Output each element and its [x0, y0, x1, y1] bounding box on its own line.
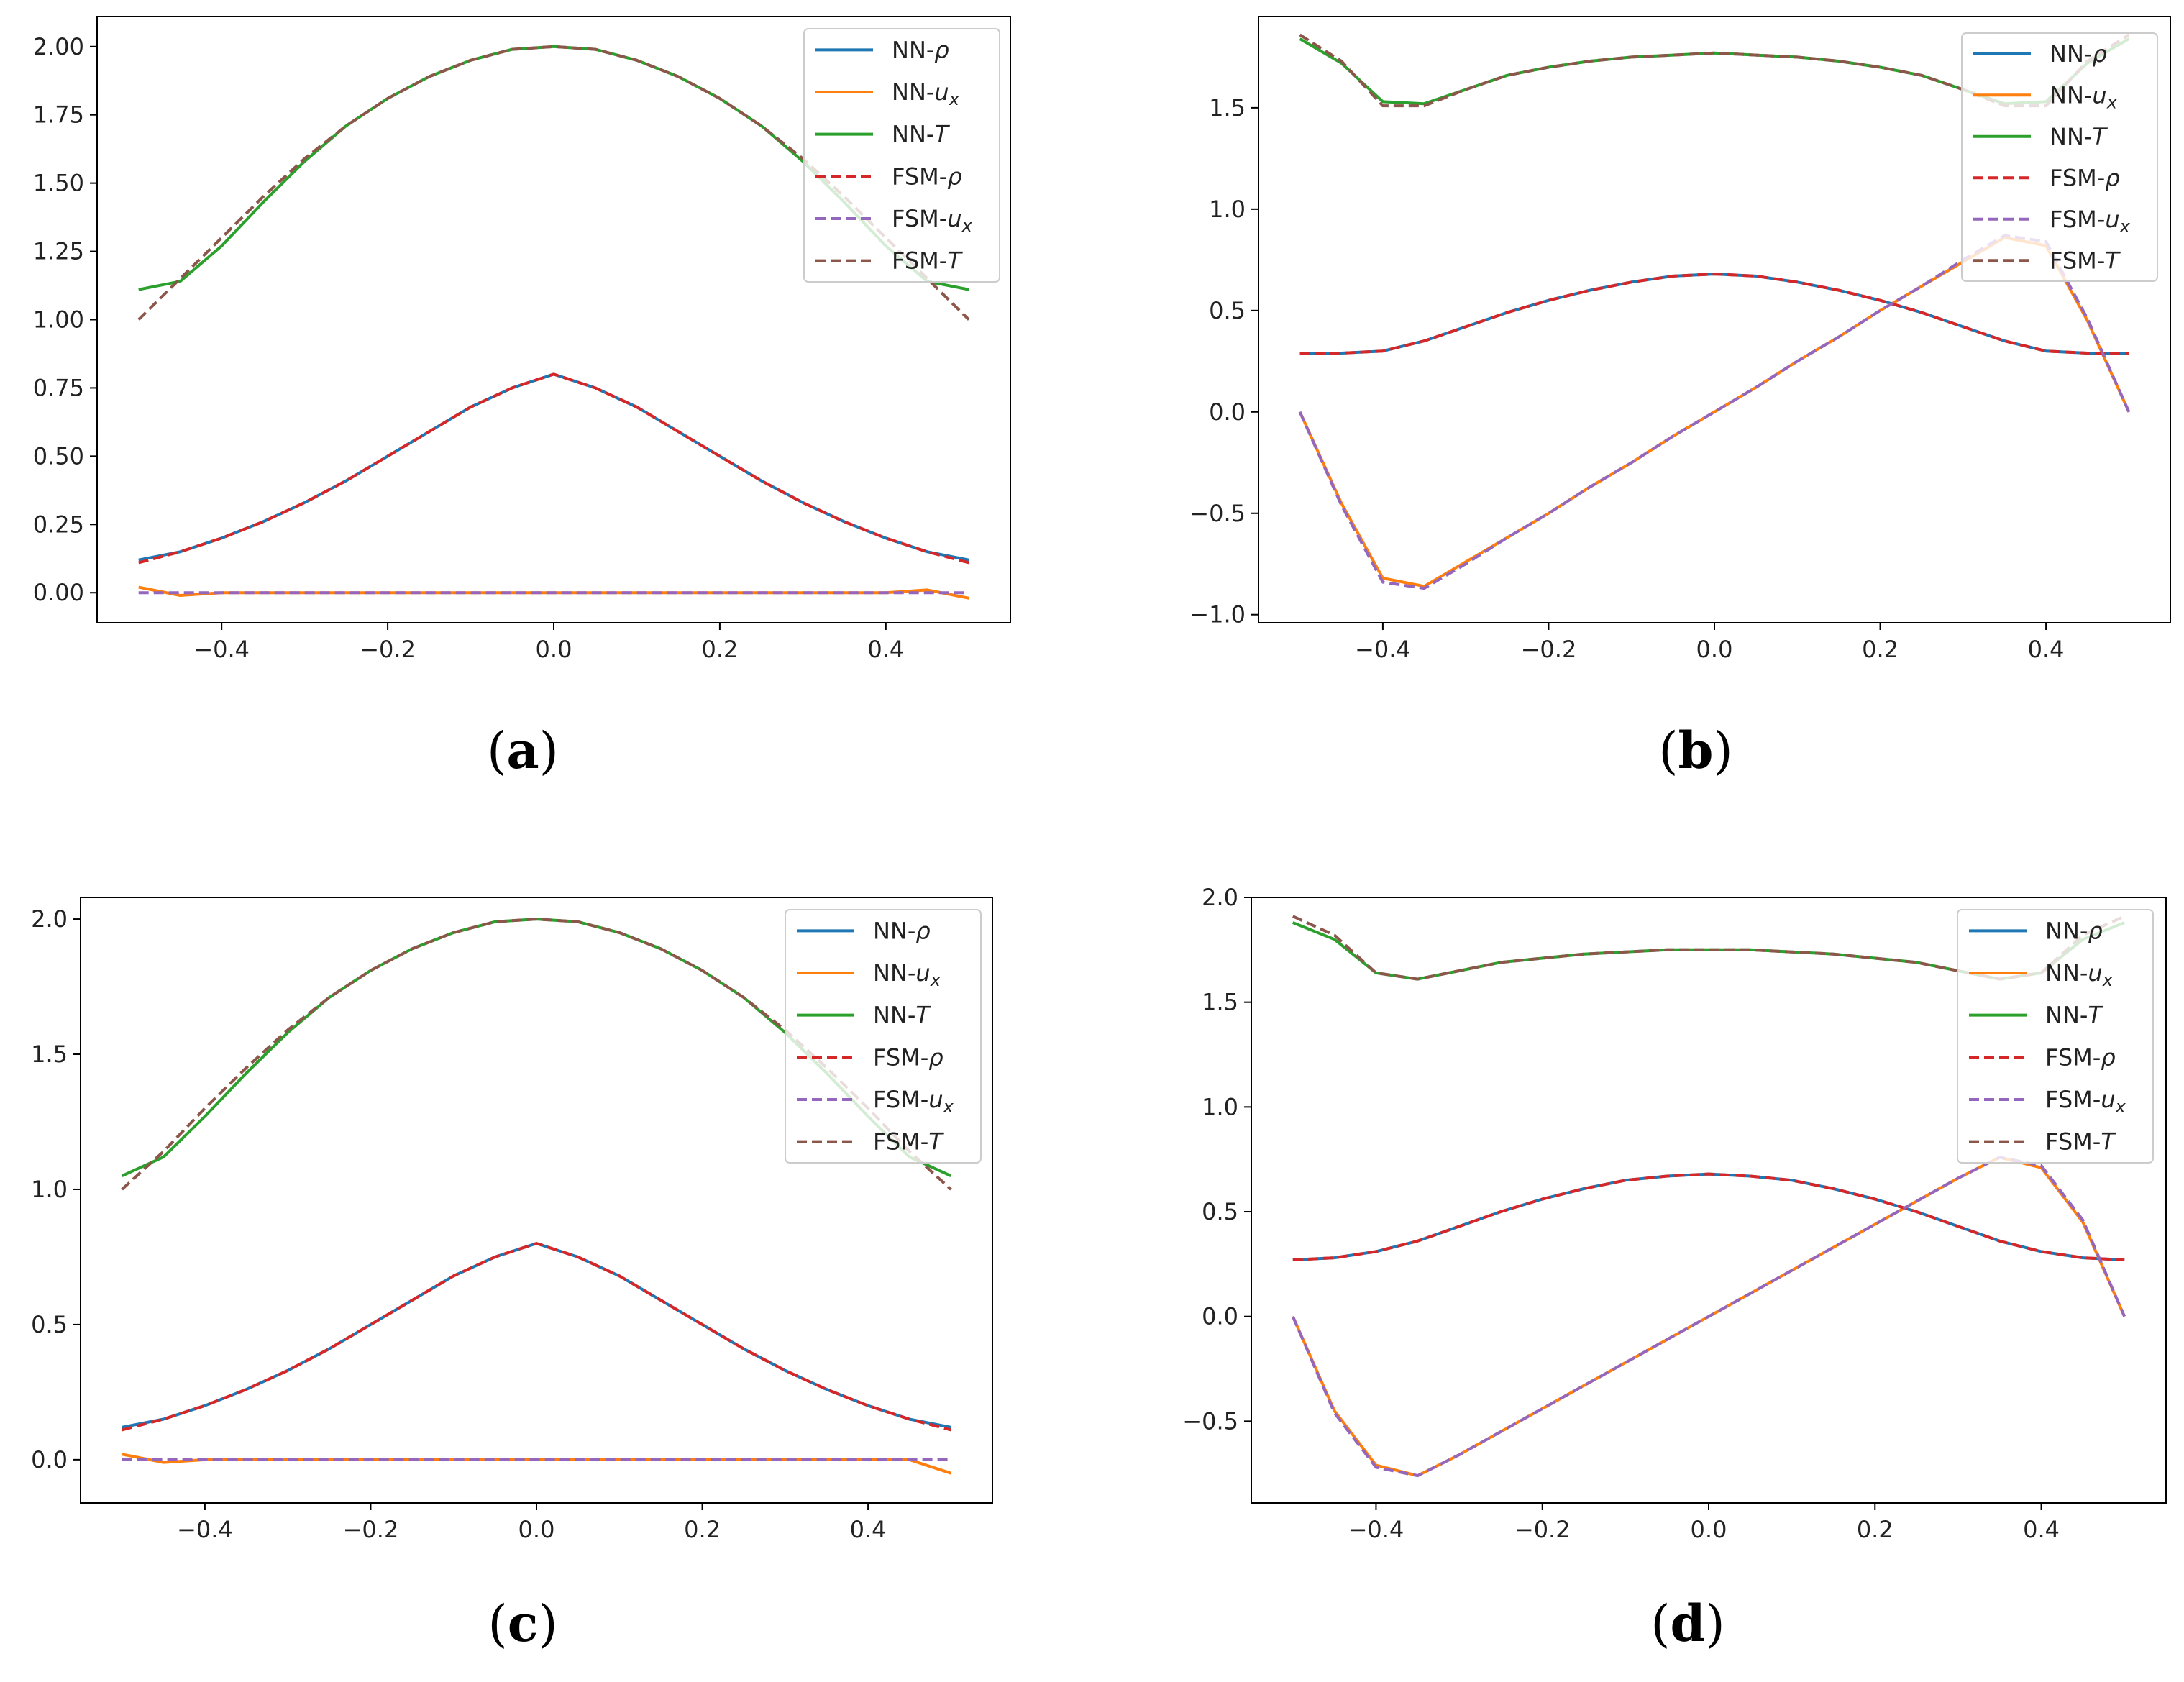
- legend-entry-label: FSM-T: [2050, 247, 2121, 274]
- panel-label: (d): [1650, 1594, 1725, 1653]
- x-tick-label: −0.4: [177, 1516, 233, 1543]
- legend-entry-label: FSM-T: [892, 247, 963, 275]
- legend-entry-label: NN-T: [892, 121, 950, 148]
- x-tick-label: −0.2: [343, 1516, 399, 1543]
- y-tick-label: 0.0: [31, 1446, 68, 1473]
- legend: NN-ρ NN-ux NN-T FSM-ρ FSM-ux FSM-T: [1957, 909, 2154, 1164]
- y-tick-label: 0.25: [33, 511, 84, 538]
- legend-entry-label: NN-ux: [892, 78, 960, 109]
- y-tick-label: 0.75: [33, 374, 84, 401]
- y-tick-label: 0.50: [33, 442, 84, 470]
- y-tick-label: 0.5: [1209, 297, 1246, 324]
- legend-entry-label: FSM-ρ: [2045, 1043, 2116, 1071]
- x-tick-label: 0.2: [684, 1516, 721, 1543]
- legend-entry-label: FSM-T: [2045, 1128, 2116, 1156]
- x-tick-label: 0.4: [2028, 636, 2065, 663]
- y-tick-label: 1.00: [33, 306, 84, 334]
- x-tick-label: 0.2: [1857, 1516, 1893, 1543]
- legend-entry-label: FSM-T: [873, 1128, 944, 1156]
- y-tick-label: 1.25: [33, 238, 84, 265]
- series-line-fsm-ux: [1291, 1156, 2126, 1478]
- series-line-nn-rho: [122, 1242, 951, 1429]
- panel-label: (b): [1658, 721, 1733, 780]
- legend-box: [1961, 32, 2158, 282]
- x-tick-label: 0.0: [1691, 1516, 1727, 1543]
- legend-entry-label: FSM-ux: [892, 205, 973, 236]
- legend-entry-label: FSM-ρ: [892, 163, 962, 190]
- chart-panel-c: −0.4 −0.2 0.0 0.2 0.4 0.0 0.5 1.0 1.5 2.0 NN-ρ NN-u…: [31, 897, 993, 1653]
- chart-panel-d: −0.4 −0.2 0.0 0.2 0.4 −0.5 0.0 0.5 1.0 1.5 2.0 NN-ρ…: [1182, 884, 2167, 1653]
- legend-box: [1957, 909, 2154, 1164]
- y-tick-label: 0.0: [1202, 1303, 1238, 1330]
- x-tick-label: 0.2: [701, 636, 738, 663]
- x-tick-label: −0.2: [360, 636, 416, 663]
- legend-entry-label: FSM-ρ: [2050, 164, 2120, 191]
- y-tick-label: 1.5: [1209, 94, 1246, 122]
- x-tick-label: −0.4: [193, 636, 250, 663]
- legend-entry-label: NN-T: [2050, 123, 2108, 150]
- series-line-fsm-rho: [138, 372, 969, 565]
- series-line-nn-ux: [122, 1453, 952, 1475]
- y-tick-label: 1.0: [31, 1176, 68, 1203]
- y-tick-label: 2.0: [1202, 884, 1238, 911]
- legend-entry-label: FSM-ux: [2050, 206, 2131, 237]
- y-tick-label: 1.75: [33, 101, 84, 129]
- legend-entry-label: FSM-ρ: [873, 1043, 943, 1071]
- x-tick-label: −0.4: [1355, 636, 1411, 663]
- legend-entry-label: FSM-ux: [873, 1086, 954, 1117]
- x-tick-label: 0.2: [1862, 636, 1899, 663]
- y-tick-label: 0.5: [1202, 1198, 1238, 1225]
- legend-entry-label: FSM-ux: [2045, 1086, 2126, 1117]
- legend: NN-ρ NN-ux NN-T FSM-ρ FSM-ux FSM-T: [1961, 32, 2158, 282]
- legend-entry-label: NN-T: [873, 1002, 931, 1029]
- series-line-fsm-rho: [1299, 273, 2129, 355]
- legend: NN-ρ NN-ux NN-T FSM-ρ FSM-ux FSM-T: [785, 909, 982, 1164]
- legend-entry-label: NN-T: [2045, 1002, 2103, 1029]
- x-tick-label: 0.4: [867, 636, 904, 663]
- x-tick-label: 0.0: [536, 636, 572, 663]
- y-tick-label: 2.00: [33, 33, 84, 60]
- chart-panel-b: −0.4 −0.2 0.0 0.2 0.4 −1.0 −0.5 0.0 0.5 1.0 1.5 NN-…: [1189, 16, 2171, 780]
- legend-entry-label: NN-ux: [2050, 81, 2118, 112]
- legend-entry-label: NN-ux: [2045, 959, 2114, 990]
- series-line-fsm-rho: [122, 1242, 951, 1432]
- legend-entry-label: NN-ρ: [2045, 917, 2103, 944]
- legend-box: [785, 909, 982, 1164]
- y-tick-label: 0.0: [1209, 398, 1246, 426]
- panel-label: (a): [487, 721, 559, 780]
- series-line-nn-ux: [1298, 236, 2131, 588]
- y-tick-label: 0.00: [33, 579, 84, 606]
- legend-box: [803, 28, 1000, 283]
- y-tick-label: −0.5: [1189, 500, 1246, 527]
- legend-entry-label: NN-ρ: [892, 36, 949, 63]
- legend: NN-ρ NN-ux NN-T FSM-ρ FSM-ux FSM-T: [803, 28, 1000, 283]
- legend-entry-label: NN-ux: [873, 959, 941, 990]
- x-tick-label: 0.0: [1696, 636, 1733, 663]
- x-tick-label: 0.0: [518, 1516, 555, 1543]
- series-line-nn-rho: [1292, 1172, 2125, 1261]
- x-tick-label: 0.4: [850, 1516, 887, 1543]
- x-tick-label: −0.2: [1514, 1516, 1571, 1543]
- legend-entry-label: NN-ρ: [873, 917, 931, 944]
- y-tick-label: 0.5: [31, 1311, 68, 1338]
- y-tick-label: 1.0: [1202, 1093, 1238, 1120]
- legend-entry-label: NN-ρ: [2050, 40, 2107, 68]
- series-group: [137, 45, 970, 600]
- y-tick-label: −0.5: [1182, 1407, 1238, 1435]
- panel-label: (c): [488, 1594, 557, 1653]
- y-tick-label: 2.0: [31, 905, 68, 933]
- y-tick-label: 1.0: [1209, 196, 1246, 223]
- y-tick-label: 1.5: [31, 1041, 68, 1068]
- series-line-fsm-rho: [1292, 1172, 2125, 1261]
- x-tick-label: −0.4: [1348, 1516, 1404, 1543]
- y-tick-label: 1.5: [1202, 989, 1238, 1016]
- x-tick-label: −0.2: [1521, 636, 1577, 663]
- series-line-nn-rho: [138, 372, 969, 562]
- x-tick-label: 0.4: [2023, 1516, 2060, 1543]
- chart-panel-a: −0.4 −0.2 0.0 0.2 0.4 0.00 0.25 0.50 0.75 1.00 1.2…: [33, 16, 1011, 780]
- y-tick-label: 1.50: [33, 170, 84, 197]
- y-tick-label: −1.0: [1189, 601, 1246, 629]
